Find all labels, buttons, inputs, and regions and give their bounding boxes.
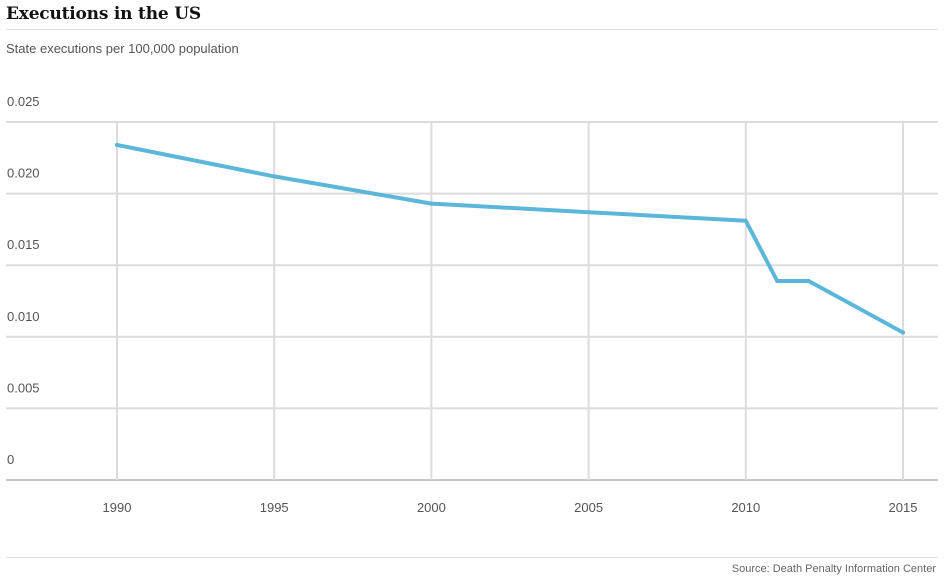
x-tick-label: 1990: [103, 500, 132, 515]
series-line: [115, 142, 905, 335]
series-layer: [115, 142, 905, 335]
x-tick-label: 2015: [889, 500, 918, 515]
y-tick-label: 0.025: [7, 94, 40, 109]
data-point: [429, 201, 434, 206]
y-tick-label: 0.010: [7, 309, 40, 324]
data-point: [806, 278, 811, 283]
y-tick-label: 0.005: [7, 380, 40, 395]
data-point: [901, 330, 905, 335]
data-point: [586, 210, 591, 215]
y-tick-label: 0.015: [7, 237, 40, 252]
data-point: [775, 278, 780, 283]
x-axis-tick-labels: 1990 1995 2000 2005 2010 2015: [103, 500, 918, 515]
chart-subtitle: State executions per 100,000 population: [6, 41, 239, 56]
x-tick-label: 1995: [260, 500, 289, 515]
data-point: [115, 142, 119, 147]
source-note: Source: Death Penalty Information Center: [731, 563, 936, 575]
horizontal-gridlines: [6, 121, 938, 481]
data-point: [272, 174, 277, 179]
y-axis-tick-labels: 0 0.005 0.010 0.015 0.020 0.025: [7, 94, 40, 467]
title-divider: [6, 29, 938, 30]
x-tick-label: 2005: [574, 500, 603, 515]
y-tick-label: 0.020: [7, 166, 40, 181]
footer-divider: [6, 557, 938, 558]
chart-title: Executions in the US: [6, 4, 201, 24]
y-tick-label: 0: [7, 452, 14, 467]
x-tick-label: 2000: [417, 500, 446, 515]
vertical-gridlines: [116, 122, 904, 480]
data-point: [743, 218, 748, 223]
x-tick-label: 2010: [731, 500, 760, 515]
